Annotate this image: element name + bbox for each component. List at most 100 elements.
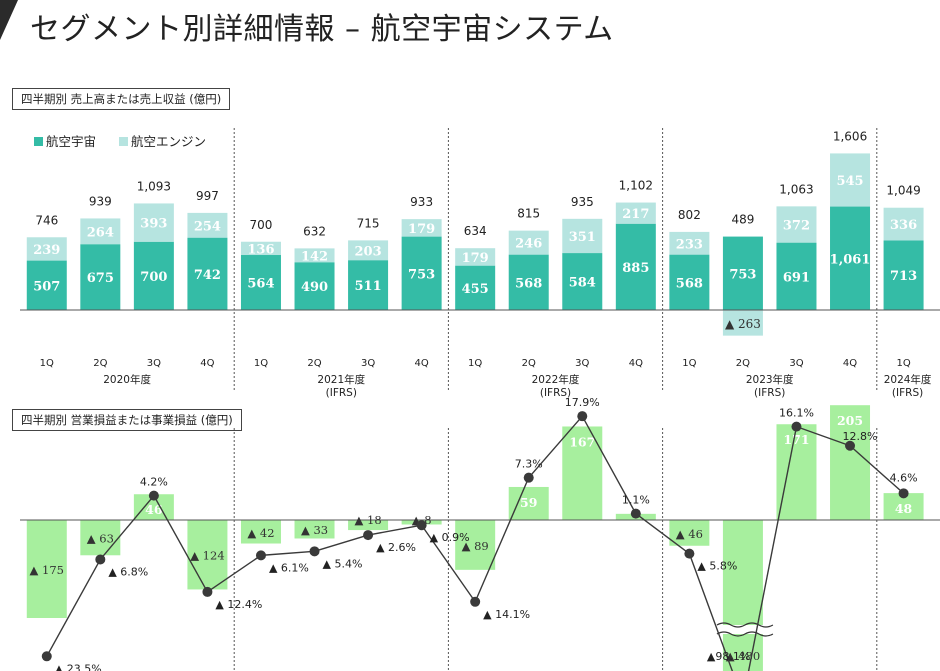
aerospace-bar <box>240 255 281 310</box>
quarter-tick-label: 4Q <box>200 358 214 369</box>
engine-bar <box>883 207 924 241</box>
total-label: 933 <box>410 195 433 209</box>
engine-bar <box>615 202 656 224</box>
engine-value-label: 393 <box>140 217 167 232</box>
fiscal-year-sub-label: (IFRS) <box>540 387 571 399</box>
profit-value-label: ▲ 42 <box>247 526 274 540</box>
engine-value-label: 372 <box>783 218 810 233</box>
engine-value-label: 264 <box>87 225 114 240</box>
margin-label: 16.1% <box>779 407 814 420</box>
legend-label-engine: 航空エンジン <box>131 134 206 149</box>
axis-break-mark <box>716 622 774 628</box>
engine-value-label: 233 <box>676 237 703 252</box>
margin-line-segment <box>747 426 798 671</box>
margin-label: 12.8% <box>843 430 878 443</box>
quarter-tick-label: 1Q <box>682 358 696 369</box>
margin-line-segment <box>474 477 530 603</box>
margin-point <box>148 490 159 501</box>
profit-bar <box>294 520 335 539</box>
quarter-tick-label: 1Q <box>254 358 268 369</box>
engine-value-label: 351 <box>569 230 596 245</box>
quarter-tick-label: 2Q <box>522 358 536 369</box>
aerospace-value-label: 490 <box>301 280 328 295</box>
margin-point <box>309 546 320 557</box>
profit-value-label: ▲ 33 <box>301 523 328 537</box>
margin-line-segment <box>207 554 262 593</box>
aerospace-bar <box>348 260 389 310</box>
aerospace-bar <box>294 262 335 310</box>
aerospace-bar <box>455 265 496 310</box>
aerospace-value-label: 753 <box>408 267 435 282</box>
margin-label: 7.3% <box>515 458 543 471</box>
margin-label: ▲ 0.9% <box>430 531 470 544</box>
engine-bar <box>133 203 174 242</box>
axis-break-mark <box>716 631 774 637</box>
aerospace-value-label: 885 <box>622 261 649 276</box>
total-label: 997 <box>196 189 219 203</box>
fiscal-year-label: 2024年度 <box>884 373 932 386</box>
engine-value-label: 217 <box>622 207 649 222</box>
margin-line-segment <box>581 415 637 514</box>
total-label: 632 <box>303 224 326 238</box>
engine-bar <box>508 230 549 255</box>
engine-value-label: 239 <box>33 243 60 258</box>
margin-point <box>470 596 481 607</box>
aerospace-bar <box>615 223 656 310</box>
engine-bar <box>294 248 335 263</box>
profit-value-label: ▲ 46 <box>676 527 703 541</box>
margin-line-segment <box>314 534 369 552</box>
margin-point <box>255 550 266 561</box>
aerospace-bar <box>508 254 549 310</box>
margin-line-segment <box>528 415 583 479</box>
margin-label: 4.2% <box>140 476 168 489</box>
profit-value-label: ▲ 124 <box>190 549 224 563</box>
profit-bar <box>830 405 871 520</box>
total-label: 489 <box>731 213 754 227</box>
margin-point <box>523 472 534 483</box>
profit-value-label: 46 <box>145 502 163 517</box>
profit-value-label: ▲ 18 <box>355 513 382 527</box>
total-label: 1,063 <box>779 182 813 196</box>
margin-line-segment <box>796 425 851 447</box>
title-accent-bar <box>0 0 18 40</box>
aerospace-bar <box>187 237 228 310</box>
engine-value-label: 179 <box>462 251 489 266</box>
profit-value-label: ▲ 89 <box>462 539 489 553</box>
aerospace-value-label: 700 <box>140 270 167 285</box>
quarter-tick-label: 2Q <box>307 358 321 369</box>
margin-label: 17.9% <box>565 396 600 409</box>
legend-swatch-aerospace <box>34 137 43 146</box>
aerospace-value-label: 675 <box>87 271 114 286</box>
profit-value-label: 11 <box>627 522 644 537</box>
margin-label: ▲ 5.8% <box>697 560 737 573</box>
quarter-tick-label: 1Q <box>40 358 54 369</box>
aerospace-value-label: 507 <box>33 279 60 294</box>
total-label: 715 <box>357 216 380 230</box>
aerospace-bar <box>26 260 67 310</box>
profit-bar <box>669 520 710 546</box>
aerospace-value-label: 1,061 <box>830 252 871 267</box>
engine-value-label: 254 <box>194 219 221 234</box>
total-label: 815 <box>517 207 540 221</box>
margin-point <box>416 520 427 531</box>
engine-value-label: 179 <box>408 222 435 237</box>
quarter-tick-label: 4Q <box>629 358 643 369</box>
engine-bar <box>722 310 763 336</box>
engine-bar <box>240 241 281 256</box>
aerospace-value-label: 564 <box>247 277 274 292</box>
quarter-tick-label: 3Q <box>361 358 375 369</box>
total-label: 1,049 <box>886 184 920 198</box>
engine-bar <box>830 153 871 207</box>
engine-bar <box>669 231 710 255</box>
quarter-tick-label: 2Q <box>93 358 107 369</box>
total-label: 802 <box>678 208 701 222</box>
engine-bar <box>455 248 496 266</box>
margin-point <box>791 421 802 432</box>
engine-bar <box>26 237 67 261</box>
aerospace-bar <box>669 254 710 310</box>
engine-bar <box>80 218 121 245</box>
profit-value-label: 48 <box>895 501 913 516</box>
profit-value-label: ▲ 8 <box>412 513 432 527</box>
aerospace-value-label: 713 <box>890 269 917 284</box>
